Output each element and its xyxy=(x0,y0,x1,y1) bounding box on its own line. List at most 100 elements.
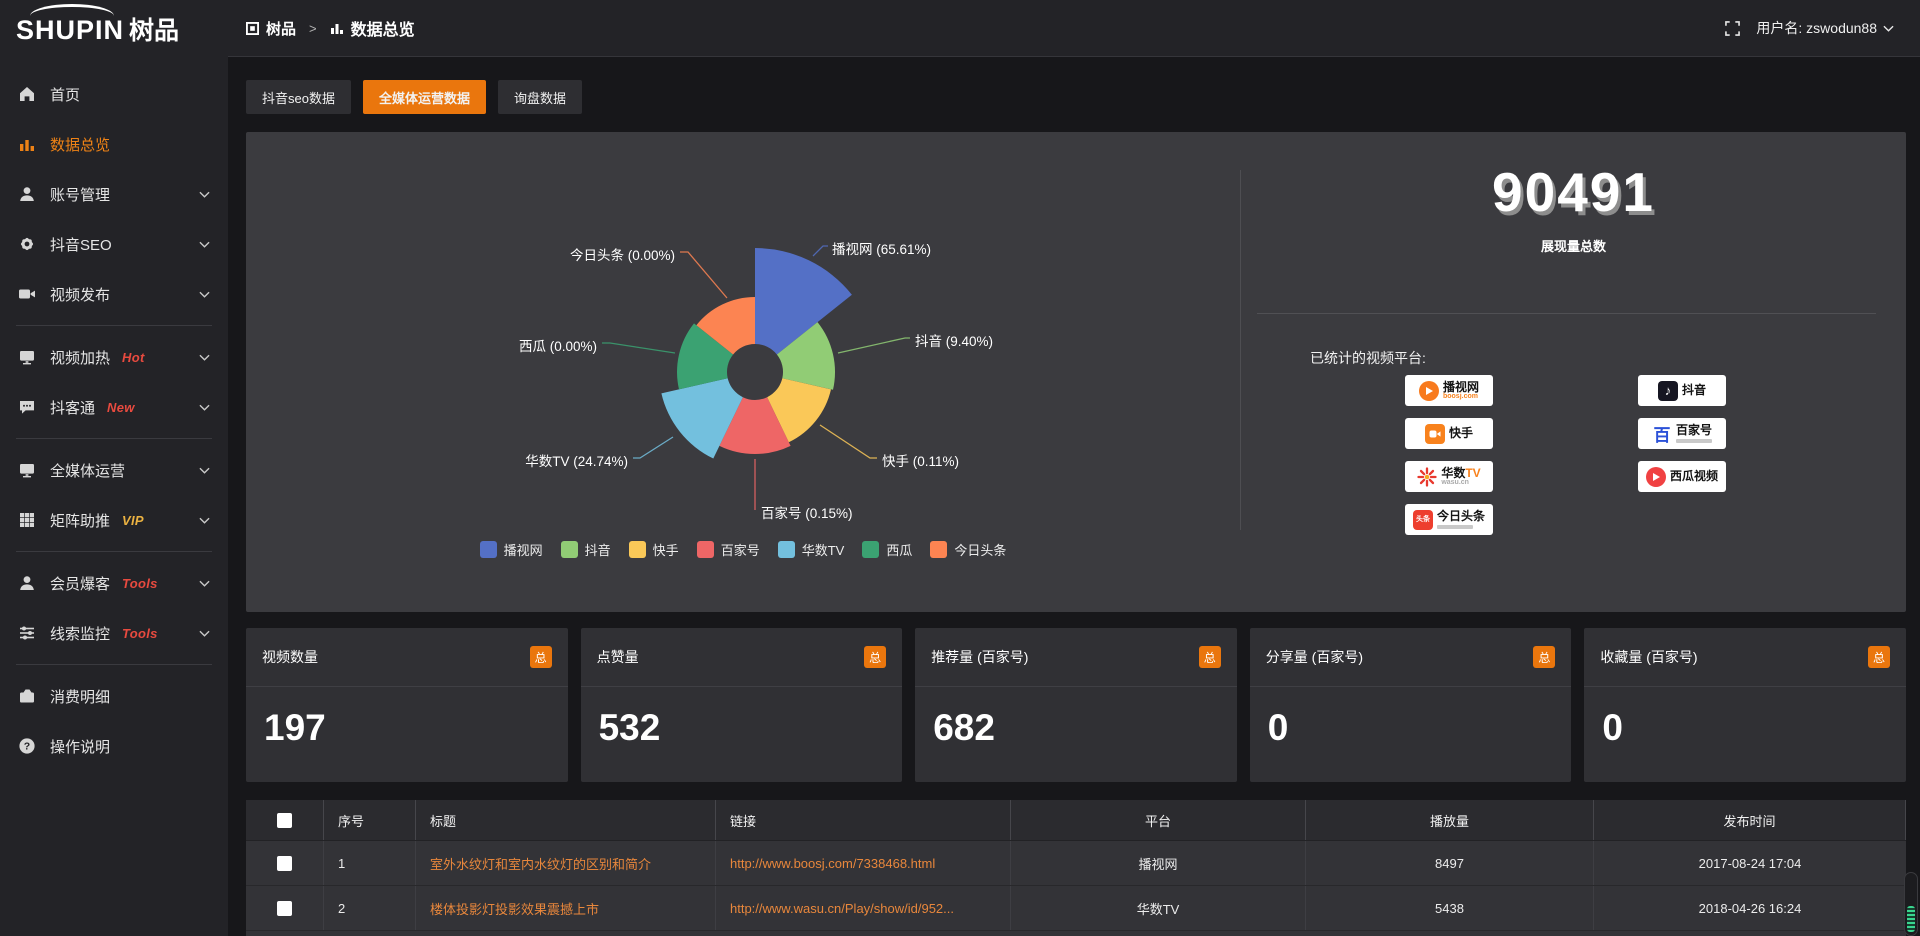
cell-seq: 2 xyxy=(324,886,416,930)
legend-item-3[interactable]: 百家号 xyxy=(696,540,760,559)
sidebar-item-wallet[interactable]: 消费明细 xyxy=(0,671,228,721)
platform-name: 播视网 xyxy=(1442,379,1479,394)
total-badge[interactable]: 总 xyxy=(864,646,887,668)
pie-slice-4[interactable] xyxy=(661,378,743,459)
legend-item-5[interactable]: 西瓜 xyxy=(862,540,912,559)
row-checkbox[interactable] xyxy=(277,812,292,828)
platform-name: 今日头条 xyxy=(1436,509,1485,524)
platform-badge-kuaishou: 快手 xyxy=(1405,418,1493,449)
breadcrumb-current: 数据总览 xyxy=(350,22,415,39)
cell-title[interactable]: 楼体投影灯投影效果震撼上市 xyxy=(416,886,716,930)
sidebar-item-sliders[interactable]: 线索监控 Tools xyxy=(0,608,228,658)
sidebar-item-help[interactable]: ? 操作说明 xyxy=(0,721,228,771)
chevron-down-icon xyxy=(199,191,210,198)
sidebar-item-label: 全媒体运营 xyxy=(50,462,126,480)
total-impressions-value: 90491 xyxy=(1492,161,1655,223)
cell-link[interactable]: http://www.boosj.com/7338468.html xyxy=(716,841,1011,885)
stat-card-value: 532 xyxy=(598,707,661,748)
column-header-title: 标题 xyxy=(416,800,716,840)
sidebar-item-gear[interactable]: 抖音SEO xyxy=(0,219,228,269)
platform-rose-chart[interactable]: 播视网 (65.61%) 抖音 (9.40%) 快手 (0.11%) 百家号 (0.1… xyxy=(246,132,1240,592)
total-badge[interactable]: 总 xyxy=(1198,646,1221,668)
chevron-down-icon xyxy=(1883,25,1894,32)
legend-item-4[interactable]: 华数TV xyxy=(777,540,845,559)
pie-label-0: 播视网 (65.61%) xyxy=(832,242,931,257)
home-icon xyxy=(18,85,36,103)
checkbox-cell xyxy=(246,886,324,930)
legend-item-1[interactable]: 抖音 xyxy=(560,540,611,559)
user-menu[interactable]: 用户名: zswodun88 xyxy=(1756,18,1894,38)
sidebar-divider xyxy=(16,551,212,552)
row-checkbox[interactable] xyxy=(277,855,292,871)
tab-douyin-seo[interactable]: 抖音seo数据 xyxy=(246,80,351,114)
legend-item-6[interactable]: 今日头条 xyxy=(930,540,1006,559)
breadcrumb: 树品 > 数据总览 xyxy=(246,16,415,40)
column-header-link: 链接 xyxy=(716,800,1011,840)
sidebar-item-video[interactable]: 视频发布 xyxy=(0,269,228,319)
breadcrumb-root[interactable]: 树品 xyxy=(266,20,297,38)
pie-slice-5[interactable] xyxy=(677,323,734,390)
sidebar-item-label: 账号管理 xyxy=(50,186,111,204)
platform-name: 百家号 xyxy=(1675,423,1712,438)
platform-badge-xigua: 西瓜视频 xyxy=(1638,461,1726,492)
legend-item-0[interactable]: 播视网 xyxy=(479,540,543,559)
table-row: 1 室外水纹灯和室内水纹灯的区别和简介 http://www.boosj.com/7… xyxy=(246,841,1906,886)
pie-label-6: 今日头条 (0.00%) xyxy=(570,247,675,263)
platform-badge-boosj: 播视网 boosj.com xyxy=(1405,375,1493,406)
monitor-icon xyxy=(18,348,36,366)
legend-swatch xyxy=(777,541,795,558)
pie-label-4: 华数TV (24.74%) xyxy=(525,454,628,469)
sidebar-divider xyxy=(16,664,212,665)
sidebar-item-home[interactable]: 首页 xyxy=(0,69,228,119)
panel-divider xyxy=(1240,170,1241,530)
tab-inquiry[interactable]: 询盘数据 xyxy=(497,80,582,114)
sidebar-item-label: 会员爆客 xyxy=(50,575,111,593)
sidebar-item-person[interactable]: 会员爆客 Tools xyxy=(0,558,228,608)
user-icon xyxy=(18,185,36,203)
pie-slice-6[interactable] xyxy=(696,297,755,355)
chat-icon xyxy=(18,398,36,416)
chart-legend: 播视网 抖音 快手 百家号 华数TV 西瓜 今日头条 xyxy=(246,540,1240,559)
total-badge[interactable]: 总 xyxy=(529,646,552,668)
pie-slice-3[interactable] xyxy=(719,397,791,455)
row-checkbox[interactable] xyxy=(277,900,292,916)
stat-card-3: 分享量 (百家号) 总 0 xyxy=(1249,628,1572,782)
pie-slice-0[interactable] xyxy=(755,248,852,355)
sidebar-item-label: 数据总览 xyxy=(50,136,111,154)
sidebar-item-chart[interactable]: 数据总览 xyxy=(0,119,228,169)
cell-title[interactable]: 室外水纹灯和室内水纹灯的区别和简介 xyxy=(416,841,716,885)
scrollbar-thumb[interactable] xyxy=(1907,906,1915,932)
sidebar-item-screen[interactable]: 全媒体运营 xyxy=(0,445,228,495)
sidebar-item-label: 操作说明 xyxy=(50,738,111,756)
tab-omnimedia[interactable]: 全媒体运营数据 xyxy=(362,80,486,114)
cell-link[interactable]: http://www.wasu.cn/Play/show/id/952... xyxy=(716,886,1011,930)
pie-slice-2[interactable] xyxy=(767,378,831,443)
platform-badge-toutiao: 头条 今日头条 xyxy=(1405,504,1493,535)
total-badge[interactable]: 总 xyxy=(1867,646,1890,668)
sidebar-item-label: 矩阵助推 xyxy=(50,512,111,530)
total-impressions-label: 展现量总数 xyxy=(1540,239,1606,254)
stat-card-value: 682 xyxy=(933,707,995,748)
total-badge[interactable]: 总 xyxy=(1533,646,1556,668)
table-row-partial xyxy=(246,931,1906,936)
top-header: SHUPIN 树品 树品 > 数据总览 用户名: zswodun88 xyxy=(0,0,1920,57)
cell-plays: 8497 xyxy=(1306,841,1594,885)
legend-item-2[interactable]: 快手 xyxy=(628,540,679,559)
app-logo[interactable]: SHUPIN 树品 xyxy=(0,0,228,57)
fullscreen-icon[interactable] xyxy=(1725,20,1741,36)
sidebar-item-label: 抖客通 xyxy=(50,399,96,417)
stat-card-label: 点赞量 xyxy=(596,649,639,665)
person-icon xyxy=(18,574,36,592)
sidebar-item-user[interactable]: 账号管理 xyxy=(0,169,228,219)
platform-name: 快手 xyxy=(1448,426,1473,441)
legend-label: 华数TV xyxy=(801,543,845,558)
cell-plays: 5438 xyxy=(1306,886,1594,930)
sidebar-item-monitor[interactable]: 视频加热 Hot xyxy=(0,332,228,382)
sidebar-item-badge: Tools xyxy=(122,575,158,591)
sidebar-item-grid[interactable]: 矩阵助推 VIP xyxy=(0,495,228,545)
grid-icon xyxy=(18,511,36,529)
sidebar-item-chat[interactable]: 抖客通 New xyxy=(0,382,228,432)
summary-divider xyxy=(1257,313,1876,314)
pie-slice-1[interactable] xyxy=(776,322,835,390)
pie-label-3: 百家号 (0.15%) xyxy=(761,505,853,521)
